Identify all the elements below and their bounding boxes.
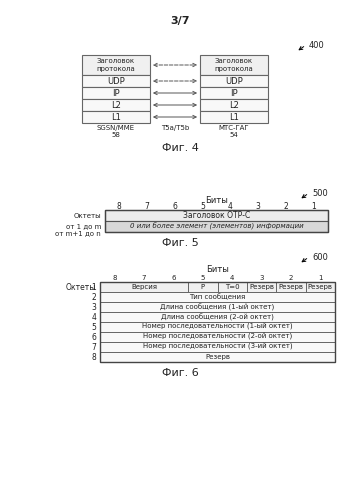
- Text: 3: 3: [259, 275, 264, 281]
- Text: Длина сообщения (1-ый октет): Длина сообщения (1-ый октет): [160, 304, 275, 310]
- Bar: [82, 87, 150, 99]
- Bar: [82, 99, 150, 111]
- Bar: [105, 210, 328, 232]
- Text: IP: IP: [230, 88, 238, 98]
- Text: Биты: Биты: [206, 265, 229, 274]
- Text: Номер последовательности (2-ой октет): Номер последовательности (2-ой октет): [143, 334, 292, 340]
- Text: 0 или более элемент (элементов) информации: 0 или более элемент (элементов) информац…: [130, 223, 303, 230]
- Text: Биты: Биты: [205, 196, 228, 205]
- Bar: [247, 282, 276, 292]
- Text: 4: 4: [91, 312, 96, 322]
- Text: 1: 1: [312, 202, 316, 211]
- Text: T=0: T=0: [225, 284, 239, 290]
- Text: Длина сообщения (2-ой октет): Длина сообщения (2-ой октет): [161, 314, 274, 320]
- Text: Октеты: Октеты: [66, 282, 96, 292]
- Text: Фиг. 5: Фиг. 5: [162, 238, 198, 248]
- Text: Заголовок
протокола: Заголовок протокола: [215, 58, 253, 71]
- Text: 54: 54: [230, 132, 238, 138]
- Text: от m+1 до n: от m+1 до n: [55, 230, 101, 236]
- Text: SGSN/MME: SGSN/MME: [97, 125, 135, 131]
- Text: 1: 1: [91, 282, 96, 292]
- Text: 3/7: 3/7: [170, 16, 190, 26]
- Bar: [100, 312, 335, 322]
- Text: Октеты: Октеты: [73, 212, 101, 218]
- Bar: [217, 282, 247, 292]
- Text: 6: 6: [171, 275, 176, 281]
- Bar: [100, 282, 188, 292]
- Text: 7: 7: [91, 342, 96, 351]
- Text: Резерв: Резерв: [249, 284, 274, 290]
- Bar: [200, 87, 268, 99]
- Text: Фиг. 4: Фиг. 4: [162, 143, 198, 153]
- Bar: [105, 221, 328, 232]
- Bar: [188, 282, 217, 292]
- Text: Версия: Версия: [131, 284, 157, 290]
- Text: МТС-ГАГ: МТС-ГАГ: [219, 125, 249, 131]
- Text: 7: 7: [144, 202, 149, 211]
- Text: Фиг. 6: Фиг. 6: [162, 368, 198, 378]
- Bar: [100, 322, 335, 332]
- Text: 5: 5: [200, 202, 205, 211]
- Text: Номер последовательности (3-ий октет): Номер последовательности (3-ий октет): [143, 344, 292, 350]
- Text: Резерв: Резерв: [278, 284, 303, 290]
- Text: 500: 500: [312, 188, 328, 198]
- Text: 600: 600: [312, 252, 328, 262]
- Text: 2: 2: [289, 275, 293, 281]
- Text: 2: 2: [284, 202, 289, 211]
- Text: 8: 8: [91, 352, 96, 362]
- Text: UDP: UDP: [107, 76, 125, 86]
- Text: 2: 2: [91, 292, 96, 302]
- Text: от 1 до m: от 1 до m: [66, 223, 101, 229]
- Bar: [100, 302, 335, 312]
- Text: 5: 5: [91, 322, 96, 332]
- Text: L2: L2: [229, 100, 239, 110]
- Text: 3: 3: [256, 202, 261, 211]
- Text: 3: 3: [91, 302, 96, 312]
- Text: P: P: [201, 284, 205, 290]
- Text: 6: 6: [172, 202, 177, 211]
- Bar: [100, 342, 335, 352]
- Bar: [200, 55, 268, 75]
- Bar: [200, 99, 268, 111]
- Text: Т5а/Т5b: Т5а/Т5b: [161, 125, 189, 131]
- Bar: [100, 292, 335, 302]
- Bar: [200, 111, 268, 123]
- Bar: [100, 282, 335, 362]
- Bar: [100, 352, 335, 362]
- Text: 58: 58: [112, 132, 121, 138]
- Bar: [276, 282, 306, 292]
- Text: 7: 7: [142, 275, 146, 281]
- Text: Заголовок
протокола: Заголовок протокола: [96, 58, 135, 71]
- Text: IP: IP: [112, 88, 120, 98]
- Bar: [100, 332, 335, 342]
- Bar: [306, 282, 335, 292]
- Bar: [82, 55, 150, 75]
- Bar: [105, 210, 328, 221]
- Text: Тип сообщения: Тип сообщения: [189, 294, 246, 300]
- Text: Резерв: Резерв: [205, 354, 230, 360]
- Text: 8: 8: [117, 202, 121, 211]
- Text: 6: 6: [91, 332, 96, 342]
- Text: Номер последовательности (1-ый октет): Номер последовательности (1-ый октет): [142, 324, 293, 330]
- Text: L1: L1: [111, 112, 121, 122]
- Text: 5: 5: [201, 275, 205, 281]
- Text: UDP: UDP: [225, 76, 243, 86]
- Text: 4: 4: [230, 275, 234, 281]
- Text: 400: 400: [309, 40, 325, 50]
- Text: 4: 4: [228, 202, 233, 211]
- Text: 8: 8: [112, 275, 117, 281]
- Text: Заголовок ОТР-С: Заголовок ОТР-С: [183, 211, 250, 220]
- Text: L1: L1: [229, 112, 239, 122]
- Text: L2: L2: [111, 100, 121, 110]
- Bar: [82, 75, 150, 87]
- Bar: [82, 111, 150, 123]
- Text: Резерв: Резерв: [308, 284, 333, 290]
- Text: 1: 1: [318, 275, 323, 281]
- Bar: [200, 75, 268, 87]
